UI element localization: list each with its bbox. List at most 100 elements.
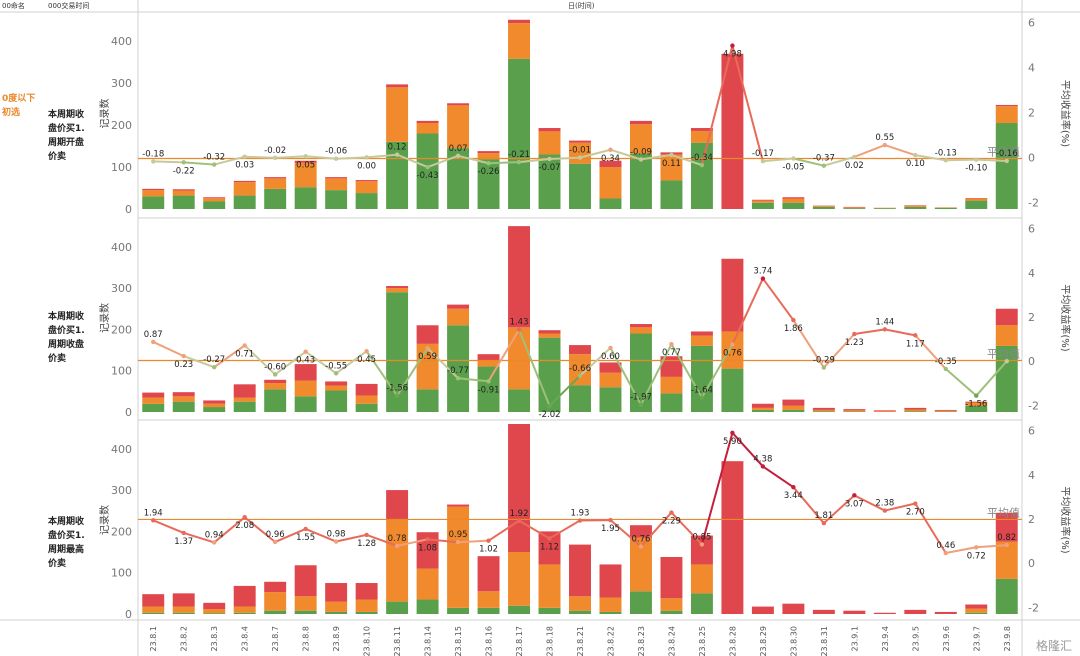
y-tick-label: 100 <box>111 567 132 580</box>
return-data-label: 5.90 <box>723 437 742 447</box>
y2-tick-label: 2 <box>1028 311 1035 324</box>
return-line-segment <box>640 153 672 161</box>
return-point <box>730 430 735 436</box>
return-point <box>394 543 400 549</box>
x-tick-label: 23.8.23 <box>637 626 646 656</box>
bar-segment-orange <box>477 360 500 367</box>
bar-segment-red <box>599 564 622 598</box>
return-data-label: 0.05 <box>296 160 315 170</box>
return-data-label: 0.60 <box>601 352 620 362</box>
bar-segment-green <box>508 605 531 614</box>
bar-segment-orange <box>142 397 165 404</box>
bar-segment-orange <box>690 130 713 143</box>
return-data-label: 0.02 <box>845 161 864 171</box>
return-point <box>852 154 857 160</box>
average-line-label: 平均值 <box>987 348 1020 361</box>
return-data-label: 0.87 <box>144 330 163 340</box>
bar-segment-green <box>934 207 957 209</box>
return-data-label: -1.97 <box>630 393 652 403</box>
return-line-segment <box>945 158 977 162</box>
return-point <box>364 532 369 538</box>
bar-segment-orange <box>873 411 896 412</box>
return-line-segment <box>762 277 795 321</box>
bar-segment-orange <box>538 131 561 155</box>
bar-segment-orange <box>416 122 439 134</box>
return-data-label: 0.23 <box>174 360 193 370</box>
bar-segment-red <box>751 199 774 201</box>
bar-segment-orange <box>203 198 226 202</box>
return-line-segment <box>670 511 703 546</box>
return-data-label: 0.07 <box>449 144 468 154</box>
return-data-label: -0.06 <box>325 147 347 157</box>
bar-segment-red <box>538 330 561 334</box>
bar-segment-red <box>355 180 378 182</box>
return-line-segment <box>762 157 794 163</box>
return-data-label: -0.91 <box>478 385 500 395</box>
return-data-label: 0.72 <box>967 551 986 561</box>
bar-segment-green <box>599 387 622 412</box>
return-line-segment <box>274 350 307 376</box>
bar-segment-green <box>477 366 500 412</box>
return-point <box>364 155 369 160</box>
bar-segment-red <box>386 84 409 88</box>
return-point <box>455 375 461 381</box>
return-line-segment <box>914 503 947 554</box>
bar-segment-orange <box>690 564 713 594</box>
bar-segment-orange <box>508 327 531 390</box>
bar-segment-red <box>751 606 774 614</box>
bar-segment-green <box>629 591 652 614</box>
return-data-label: 3.44 <box>784 491 803 501</box>
y2-tick-label: 0 <box>1028 151 1035 164</box>
bar-segment-green <box>172 612 195 614</box>
y2-axis-title: 平均收益率(%) <box>1059 80 1072 147</box>
return-data-label: 1.93 <box>571 509 590 519</box>
bar-segment-orange <box>599 372 622 388</box>
bar-segment-green <box>995 345 1018 412</box>
bar-segment-orange <box>690 335 713 346</box>
return-point <box>913 152 918 158</box>
return-data-label: -0.32 <box>203 153 225 163</box>
return-line-segment <box>915 154 946 162</box>
return-point <box>760 464 766 469</box>
bar-segment-red <box>477 556 500 592</box>
bar-segment-orange <box>660 376 683 394</box>
bar-segment-red <box>355 383 378 396</box>
bar-segment-green <box>843 208 866 209</box>
bar-segment-red <box>812 609 835 614</box>
bar-segment-red <box>264 581 287 593</box>
bar-segment-green <box>538 607 561 614</box>
y2-tick-label: 4 <box>1028 62 1035 75</box>
y2-tick-label: -2 <box>1028 196 1039 209</box>
bar-segment-orange <box>477 591 500 608</box>
bar-segment-green <box>690 345 713 412</box>
return-line-segment <box>731 45 764 162</box>
bar-segment-orange <box>569 354 591 386</box>
y2-axis-title: 平均收益率(%) <box>1059 284 1072 351</box>
bar-segment-red <box>233 585 256 607</box>
bar-segment-green <box>355 193 378 209</box>
return-point <box>821 163 827 168</box>
x-tick-label: 23.9.8 <box>1003 626 1012 651</box>
return-point <box>516 518 522 523</box>
return-point <box>547 536 552 541</box>
return-line-segment <box>183 355 215 369</box>
y2-tick-label: 6 <box>1028 223 1035 236</box>
return-data-label: -0.43 <box>417 171 439 181</box>
return-line-segment <box>427 538 459 544</box>
return-data-label: 0.12 <box>388 143 407 153</box>
return-line-segment <box>945 546 977 555</box>
y2-tick-label: -2 <box>1028 601 1039 614</box>
return-point <box>943 550 948 556</box>
return-line-segment <box>458 539 489 544</box>
bar-segment-orange <box>203 609 226 614</box>
bar-segment-orange <box>904 409 927 412</box>
return-line-segment <box>213 344 246 368</box>
y-axis-title: 记录数 <box>98 99 111 129</box>
bar-segment-orange <box>355 395 378 404</box>
return-data-label: 1.92 <box>510 509 529 519</box>
bar-segment-orange <box>782 198 805 203</box>
bar-segment-red <box>934 611 957 614</box>
bar-segment-red <box>233 180 256 183</box>
return-point <box>577 373 583 378</box>
return-line-segment <box>610 148 642 161</box>
